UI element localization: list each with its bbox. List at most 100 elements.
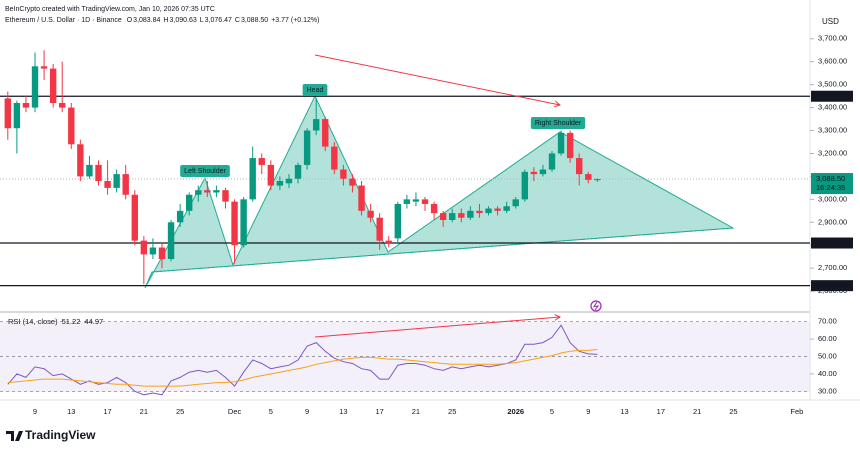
pattern-label: Head: [302, 84, 328, 96]
x-tick-label: 21: [412, 407, 420, 416]
last-price-box: [811, 173, 853, 195]
x-tick-label: 21: [693, 407, 701, 416]
y-tick-label: 2,700.00: [818, 263, 847, 272]
candle-body: [285, 178, 293, 184]
candle-body: [412, 199, 420, 202]
candle-body: [349, 178, 356, 186]
candle-body: [140, 240, 148, 255]
y-tick-label: 60.00: [818, 334, 837, 343]
pattern-label-text: Head: [307, 87, 324, 94]
x-tick-label: 25: [176, 407, 184, 416]
pattern-label-text: Left Shoulder: [184, 168, 226, 175]
y-tick-label: 3,700.00: [818, 34, 847, 43]
y-tick-label: 40.00: [818, 369, 837, 378]
y-tick-label: 2,900.00: [818, 217, 847, 226]
x-tick-label: Dec: [228, 407, 242, 416]
candle-body: [530, 171, 538, 175]
x-tick-label: 13: [67, 407, 75, 416]
logo-icon: [6, 431, 23, 441]
x-tick-label: 13: [620, 407, 628, 416]
candle-body: [258, 158, 265, 165]
pattern-label-text: Right Shoulder: [535, 120, 582, 127]
x-tick-label: 2026: [507, 407, 524, 416]
candle-body: [240, 199, 247, 246]
candle-body: [312, 119, 320, 131]
pattern-label-box: [530, 117, 586, 129]
candle-body: [585, 174, 592, 180]
y-tick-label: 3,600.00: [818, 57, 847, 66]
candle-body: [439, 213, 447, 220]
candle-body: [430, 203, 438, 214]
x-tick-label: 17: [103, 407, 111, 416]
candle-body: [485, 208, 492, 214]
candle-body: [376, 217, 383, 241]
ohlc-value: 3,083.84: [133, 17, 160, 24]
candle-body: [86, 164, 93, 177]
candle-body: [176, 210, 184, 223]
y-tick-label: 3,000.00: [818, 194, 847, 203]
candle-body: [59, 103, 66, 108]
candle-body: [367, 210, 374, 218]
candle-body: [503, 206, 510, 211]
candle-body: [331, 146, 338, 170]
candle-body: [267, 164, 275, 186]
candle-body: [77, 144, 84, 177]
x-tick-label: Feb: [790, 407, 803, 416]
candle-body: [557, 132, 565, 154]
candle-body: [521, 171, 528, 200]
arrow-head: [554, 100, 562, 108]
pattern-fill: [144, 94, 735, 289]
change: +3.77 (+0.12%): [271, 17, 319, 24]
symbol: Ethereum / U.S. Dollar · 1D · Binance: [5, 17, 122, 24]
candle-body: [131, 194, 138, 241]
y-tick-label: 3,500.00: [818, 80, 847, 89]
candle-body: [231, 201, 238, 246]
candle-body: [494, 208, 501, 211]
candle-body: [158, 247, 166, 259]
x-tick-label: 25: [448, 407, 456, 416]
ohlc-key: C: [235, 17, 240, 24]
ohlc-key: O: [127, 17, 133, 24]
x-tick-label: 5: [550, 407, 554, 416]
candle-body: [276, 181, 284, 186]
y-tick-label: 3,200.00: [818, 148, 847, 157]
x-tick-label: 21: [140, 407, 148, 416]
candle-body: [49, 68, 57, 103]
candle-body: [122, 174, 129, 195]
candle-body: [167, 222, 175, 259]
x-tick-label: 9: [33, 407, 37, 416]
candle-body: [195, 190, 202, 195]
rsi-band: [0, 322, 810, 392]
candle-body: [467, 210, 474, 218]
candle-body: [594, 179, 601, 181]
currency: USD: [822, 17, 839, 26]
candle-body: [13, 103, 21, 129]
x-tick-label: 5: [269, 407, 273, 416]
candle-body: [104, 181, 111, 188]
pattern-label: Left Shoulder: [180, 165, 230, 177]
candle-body: [385, 240, 392, 243]
last-price-label: 3,088.50: [816, 174, 845, 183]
rsi-value: 51.22: [62, 317, 81, 326]
level-label-box: [811, 280, 853, 292]
candle-body: [303, 130, 311, 165]
y-tick-label: 3,300.00: [818, 126, 847, 135]
candle-body: [322, 119, 329, 147]
ohlc-key: H: [163, 17, 168, 24]
candle-body: [576, 158, 583, 175]
drawings: [0, 94, 810, 392]
event-icon-glyph: [592, 301, 600, 311]
neckline: [151, 227, 734, 273]
level-label: 2,809.68: [816, 238, 845, 247]
candle-body: [249, 158, 256, 200]
candle-body: [403, 199, 411, 204]
rsi-line: [7, 349, 598, 387]
candle-body: [4, 98, 11, 129]
candle-body: [476, 210, 483, 214]
candle-body: [222, 190, 229, 202]
ohlc-value: 3,076.47: [205, 17, 232, 24]
trend-arrow: [314, 54, 561, 106]
level-label-box: [811, 90, 853, 102]
